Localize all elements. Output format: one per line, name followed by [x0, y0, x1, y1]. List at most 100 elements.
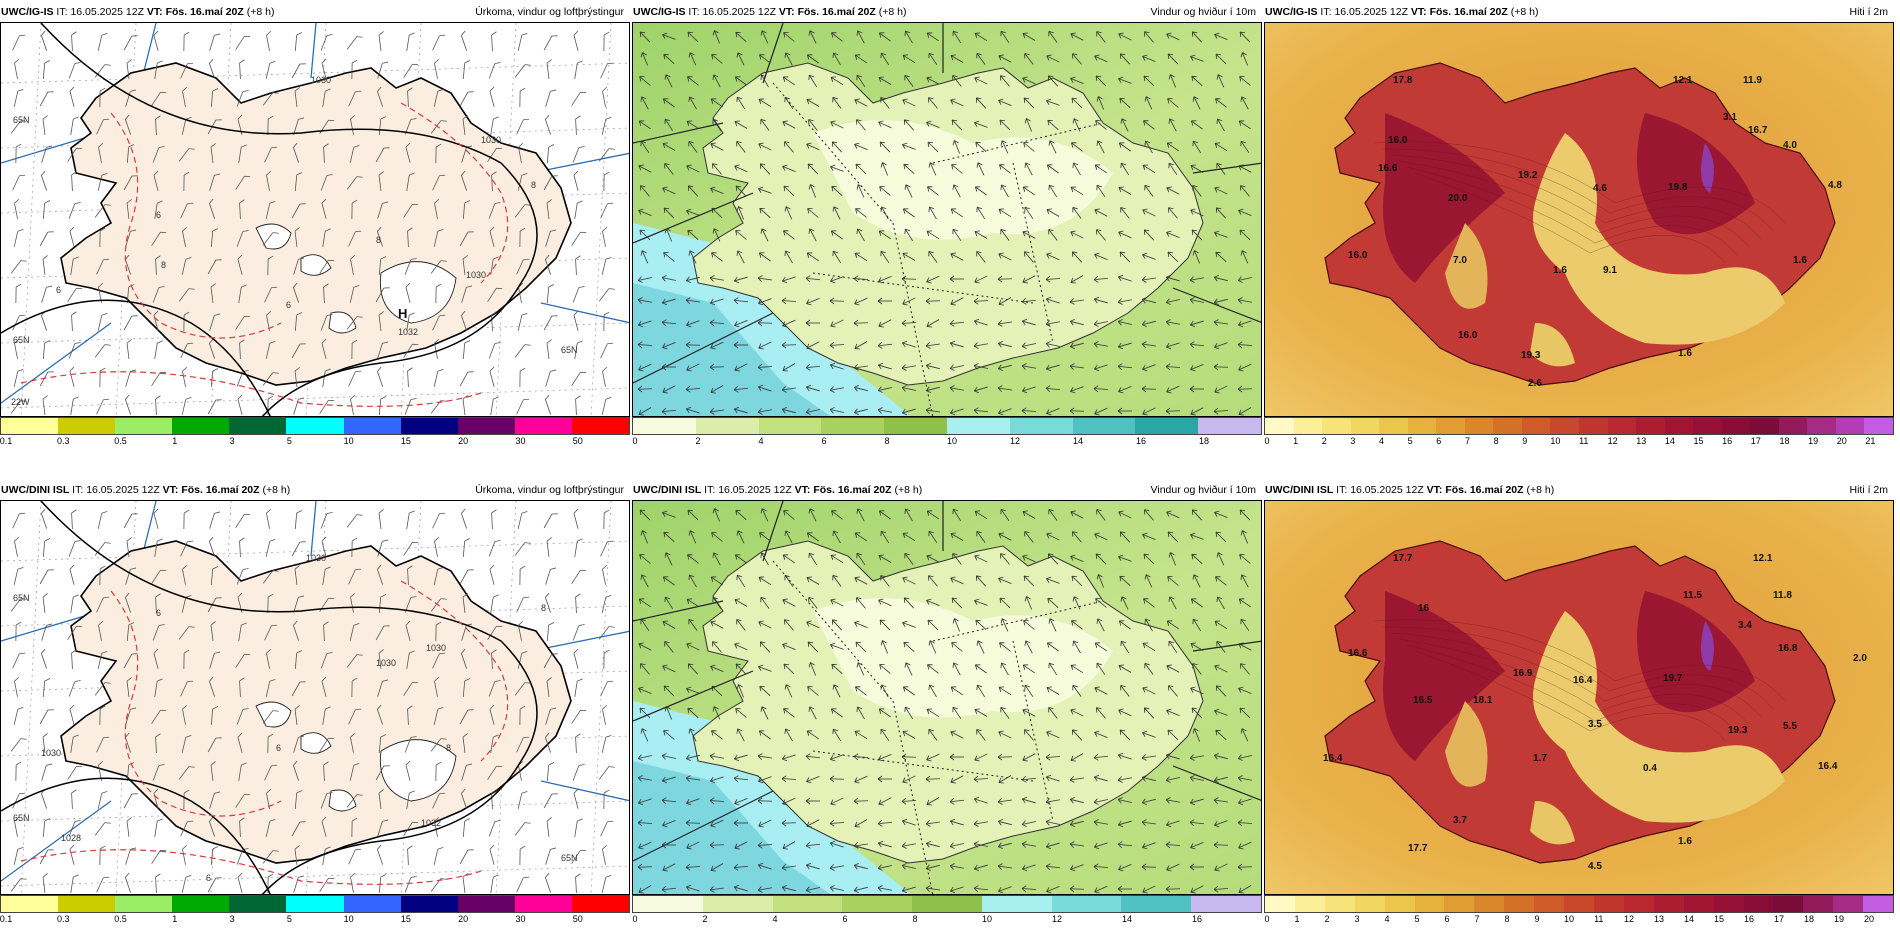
colorbar-tick-label: 2	[702, 914, 708, 924]
wind-arrow-icon	[999, 642, 1011, 652]
wind-arrow-icon	[1144, 574, 1153, 588]
wind-barb-icon	[152, 146, 165, 163]
wind-arrow-icon	[1069, 776, 1084, 783]
wind-arrow-icon	[637, 819, 653, 827]
wind-arrow-icon	[974, 708, 988, 717]
wind-barb-icon	[235, 175, 251, 190]
wind-barb-icon	[430, 598, 447, 612]
wind-arrow-icon	[760, 596, 770, 609]
temp-map[interactable]: 17.8 12.1 11.9 16.0 3.1 16.7 4.0 16.6 19.2 4.6 19.…	[1264, 22, 1894, 417]
wind-arrow-icon	[736, 728, 745, 742]
wind-barb-icon	[545, 89, 557, 107]
wind-barb-icon	[322, 368, 331, 387]
wind-barb-icon	[461, 30, 467, 51]
wind-barb-icon	[320, 174, 333, 191]
wind-arrow-icon	[687, 229, 699, 240]
wind-arrow-icon	[950, 775, 964, 784]
wind-barb-icon	[546, 59, 552, 79]
wind-arrow-icon	[1118, 752, 1132, 760]
vt-label: VT:	[1426, 484, 1443, 496]
wind-barb-icon	[462, 678, 471, 698]
wind-arrow-icon	[686, 841, 700, 850]
wind-arrow-icon	[854, 341, 868, 350]
wind-arrow-icon	[661, 408, 677, 415]
colorbar-tick-label: 0.1	[0, 436, 13, 446]
wind-arrow-icon	[637, 863, 653, 871]
wind-arrow-icon	[1144, 662, 1154, 675]
wind-barb-icon	[125, 369, 137, 387]
wind-arrow-icon	[1191, 707, 1203, 719]
wind-barb-icon	[491, 311, 497, 332]
colorbar-swatch	[115, 896, 173, 912]
wind-arrow-icon	[1047, 75, 1058, 87]
wind-arrow-icon	[974, 510, 988, 520]
wind-arrow-icon	[710, 98, 724, 108]
wind-arrow-icon	[805, 842, 821, 849]
wind-arrow-icon	[1142, 730, 1156, 738]
map-contour-label: 6	[286, 300, 291, 310]
wind-arrow-icon	[974, 230, 988, 239]
wind-barb-icon	[573, 30, 579, 51]
temperature-label: 1.7	[1533, 753, 1547, 764]
temperature-label: 3.1	[1723, 112, 1737, 123]
wind-barb-icon	[487, 287, 503, 302]
wind-arrow-icon	[638, 120, 652, 130]
wind-barb-icon	[433, 89, 444, 107]
wind-barb-icon	[154, 200, 163, 219]
wind-barb-icon	[519, 845, 526, 866]
wind-arrow-icon	[1191, 229, 1203, 241]
wind-arrow-icon	[759, 54, 771, 64]
precip-map[interactable]: 1030 1030 1030 H 1032 6 6 6 8 8 8 65N 65N 65N 22W	[0, 22, 630, 417]
wind-arrow-icon	[1118, 142, 1131, 152]
wind-arrow-icon	[1143, 553, 1155, 565]
wind-arrow-icon	[1192, 618, 1202, 632]
isobar-line	[40, 23, 538, 416]
wind-arrow-icon	[877, 342, 893, 349]
wind-barb-icon	[126, 677, 132, 697]
wind-barb-icon	[378, 509, 384, 529]
wind-arrow-icon	[808, 597, 818, 609]
wind-barb-icon	[377, 704, 383, 725]
colorbar-swatch	[229, 896, 287, 912]
wind-barb-icon	[294, 790, 303, 810]
wind-arrow-icon	[1045, 842, 1060, 850]
colorbar-swatch	[58, 896, 116, 912]
wind-barb-icon	[407, 565, 413, 586]
wind-barb-icon	[349, 623, 360, 641]
wind-arrow-icon	[1165, 841, 1181, 849]
wind-barb-icon	[294, 510, 303, 530]
wind-arrow-icon	[974, 186, 987, 196]
colorbar-swatch	[1534, 896, 1565, 912]
wind-arrow-icon	[925, 864, 940, 872]
wind-arrow-icon	[640, 574, 649, 588]
wind-arrow-icon	[975, 97, 986, 109]
wind-arrow-icon	[1093, 385, 1109, 393]
temp-map[interactable]: 17.7 12.1 16 11.5 11.8 3.4 16.8 16.6 16.9 16.4 19.…	[1264, 500, 1894, 895]
wind-arrow-icon	[758, 776, 772, 784]
precip-map[interactable]: 1030 1030 1030 1032 1028 1030 6 6 6 8 8 65N 65N 65N	[0, 500, 630, 895]
wind-arrow-icon	[1095, 553, 1107, 565]
wind-barb-icon	[543, 513, 558, 529]
wind-arrow-icon	[829, 341, 845, 349]
wind-arrow-icon	[1046, 408, 1060, 416]
wind-barb-icon	[573, 788, 579, 809]
wind-map[interactable]	[632, 22, 1262, 417]
temperature-label: 16.8	[1778, 643, 1798, 654]
wind-arrow-icon	[1214, 664, 1228, 673]
wind-arrow-icon	[686, 406, 700, 414]
wind-arrow-icon	[1192, 663, 1202, 675]
wind-map[interactable]	[632, 500, 1262, 895]
temperature-label: 16.4	[1573, 675, 1593, 686]
wind-arrow-icon	[949, 798, 965, 805]
wind-barb-icon	[350, 114, 356, 135]
wind-arrow-icon	[952, 508, 962, 522]
wind-barb-icon	[42, 873, 48, 893]
wind-arrow-icon	[685, 775, 700, 782]
wind-barb-icon	[262, 570, 279, 584]
wind-arrow-icon	[783, 185, 795, 197]
wind-arrow-icon	[1143, 75, 1155, 87]
wind-arrow-icon	[854, 620, 868, 628]
wind-arrow-icon	[1142, 364, 1156, 372]
wind-barb-icon	[155, 873, 161, 894]
wind-barb-icon	[209, 173, 221, 191]
